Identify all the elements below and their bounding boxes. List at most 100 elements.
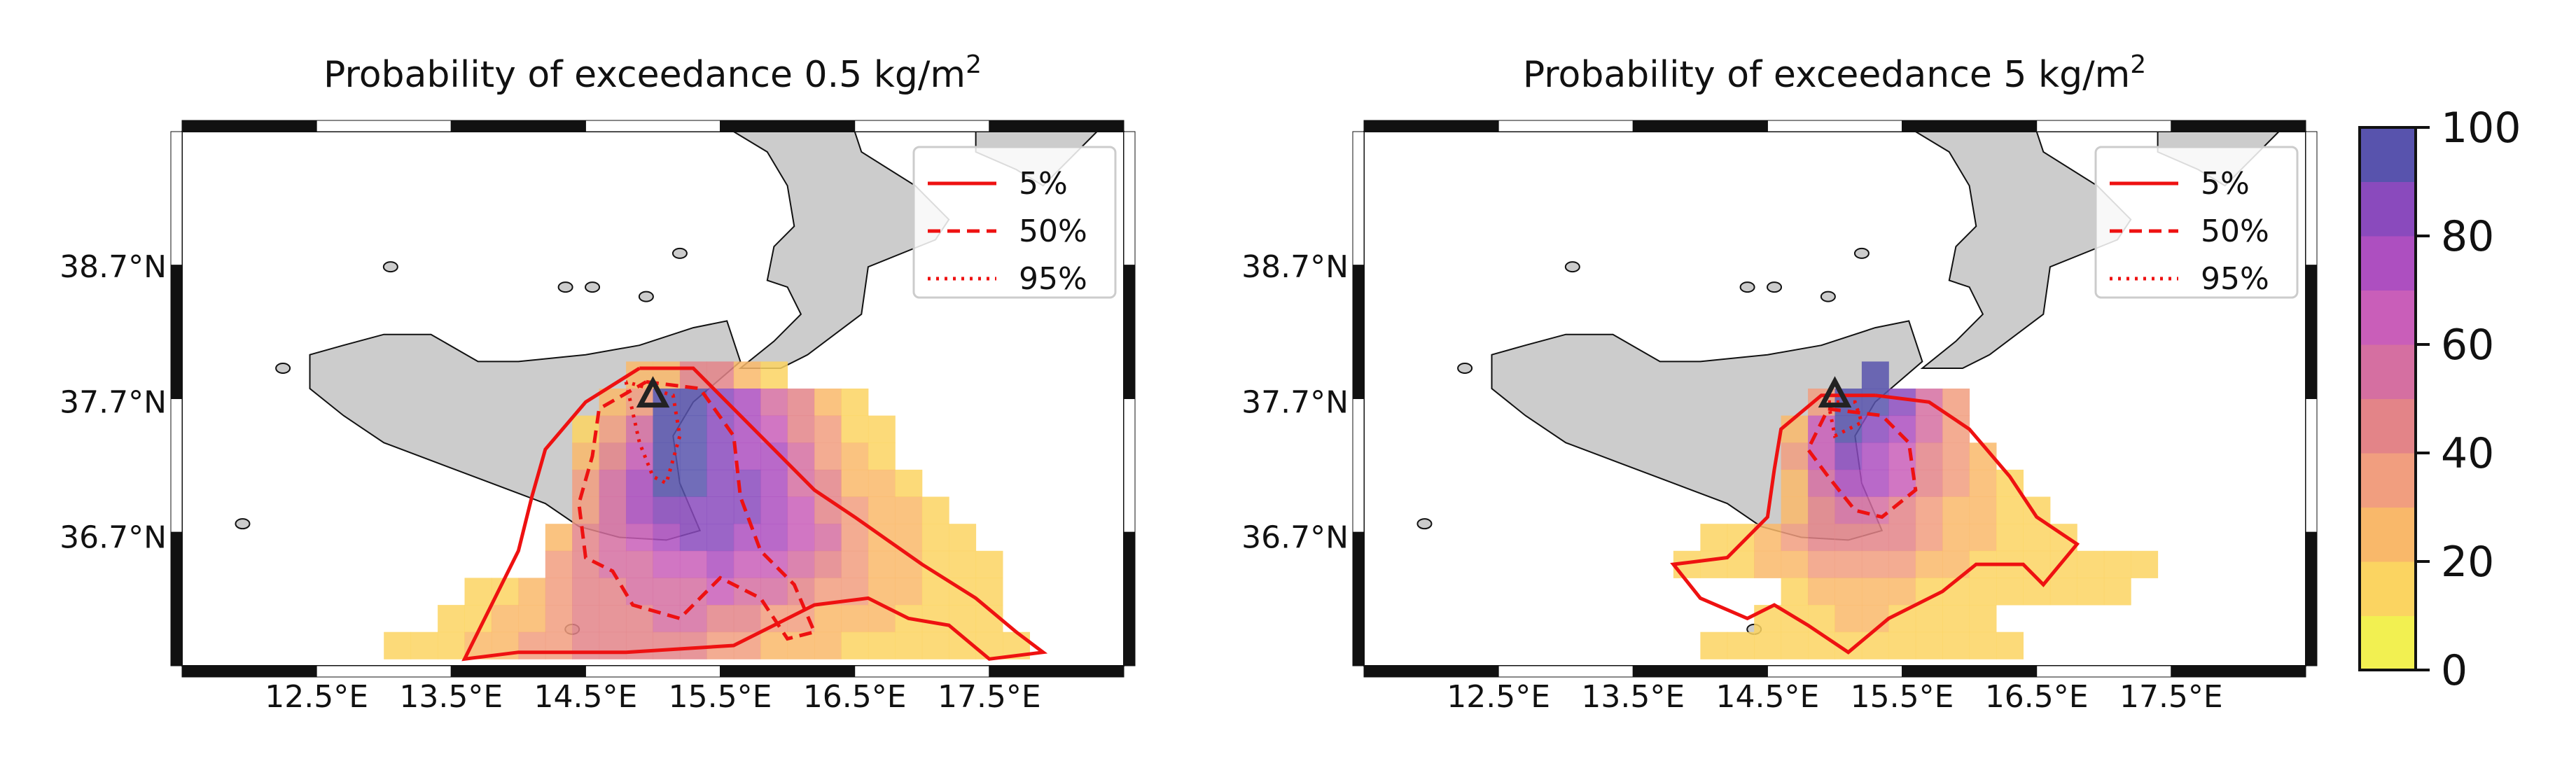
legend-label: 95% [1019,261,1087,297]
panel-title: Probability of exceedance 5 kg/m2 [1523,50,2146,96]
frame-segment [1123,265,1136,399]
heatmap-cell [626,442,653,470]
colorbar-segment [2360,507,2416,562]
heatmap-cell [1861,442,1889,470]
colorbar-tick-label: 40 [2441,429,2494,478]
heatmap-cell [1808,550,1835,578]
lat-tick-label: 36.7°N [60,519,167,555]
heatmap-cell [1808,524,1835,552]
heatmap-cell [841,389,869,417]
land-islet [1739,281,1755,293]
heatmap-cell [410,631,438,659]
panel-title: Probability of exceedance 0.5 kg/m2 [323,50,982,96]
heatmap-cell [626,578,653,606]
heatmap-cell [1861,469,1889,497]
heatmap-cell [599,496,627,524]
heatmap-cell [679,415,707,443]
heatmap-cell [760,631,788,659]
heatmap-cell [599,442,627,470]
heatmap-cell [1781,550,1809,578]
heatmap-cell [1754,631,1782,659]
heatmap-cell [653,496,681,524]
heatmap-cell [599,631,627,659]
frame-segment [854,665,990,678]
heatmap-cell [787,550,815,578]
frame-segment [181,120,317,132]
heatmap-cell [599,524,627,552]
heatmap-cell [921,605,949,633]
heatmap-cell [1781,524,1809,552]
frame-segment [1632,120,1768,132]
heatmap-cell [1861,550,1889,578]
heatmap-cell [760,442,788,470]
heatmap-cell [1808,631,1835,659]
heatmap-cell [1888,578,1916,606]
heatmap-cell [1861,361,1889,389]
land-islet [1416,518,1433,530]
heatmap-cell [1915,496,1943,524]
heatmap-cell [1942,631,1970,659]
heatmap-cell [2023,550,2051,578]
heatmap-cell [679,496,707,524]
heatmap-cell [760,361,788,389]
heatmap-cell [1942,469,1970,497]
heatmap-cell [1996,631,2024,659]
heatmap-cell [1888,631,1916,659]
contour-50pct [577,379,817,641]
heatmap-cell [679,631,707,659]
panel-title-superscript: 2 [2130,50,2146,79]
colorbar: 0 20 40 60 80 100 [2358,104,2521,695]
heatmap-cell [626,496,653,524]
heatmap-cell [572,578,600,606]
heatmap-cell [1808,496,1835,524]
heatmap-cell [2077,550,2105,578]
heatmap-cell [787,524,815,552]
heatmap-cell [760,578,788,606]
heatmap-cell [1996,496,2024,524]
colorbar-segment [2360,236,2416,291]
heatmap-cell [438,605,465,633]
heatmap-cell [679,550,707,578]
lon-tick-label: 16.5°E [1985,679,2089,715]
heatmap-cell [2103,550,2131,578]
lat-tick-label: 37.7°N [1241,384,1349,420]
heatmap-cell [1996,578,2024,606]
frame-segment [170,131,183,266]
heatmap-cell [733,605,761,633]
heatmap-cell [1969,524,1997,552]
colorbar-segment [2360,344,2416,399]
heatmap-cell [1781,631,1809,659]
heatmap-cell [841,442,869,470]
heatmap-cell [653,631,681,659]
legend-label: 50% [1019,214,1087,249]
heatmap-cell [706,442,734,470]
heatmap-cell [814,496,842,524]
frame-segment [585,120,721,132]
heatmap-cell [545,524,573,552]
panel-right: Probability of exceedance 5 kg/m2 5% 50% 95… [1241,50,2318,715]
heatmap-cell [1915,631,1943,659]
heatmap-cell [921,524,949,552]
legend: 5% 50% 95% [912,146,1117,299]
land-islet [1820,291,1836,302]
frame-segment [989,120,1125,132]
heatmap-cell [1834,469,1863,497]
heatmap-cell [1700,550,1728,578]
heatmap-cell [653,415,681,443]
frame-segment [1902,120,2038,132]
volcano-marker [1818,376,1852,408]
frame-segment [2036,665,2172,678]
frame-segment [316,120,452,132]
heatmap-cell [1834,415,1863,443]
heatmap-cell [2023,524,2051,552]
panel-title-superscript: 2 [966,50,982,79]
heatmap-cell [1727,631,1755,659]
heatmap-cell [1834,524,1863,552]
heatmap-cell [733,631,761,659]
heatmap-cell [1808,469,1835,497]
heatmap-cell [814,524,842,552]
lon-tick-label: 14.5°E [534,679,638,715]
lon-tick-label: 17.5°E [938,679,1041,715]
lon-tick-label: 16.5°E [803,679,907,715]
frame-segment [854,120,990,132]
